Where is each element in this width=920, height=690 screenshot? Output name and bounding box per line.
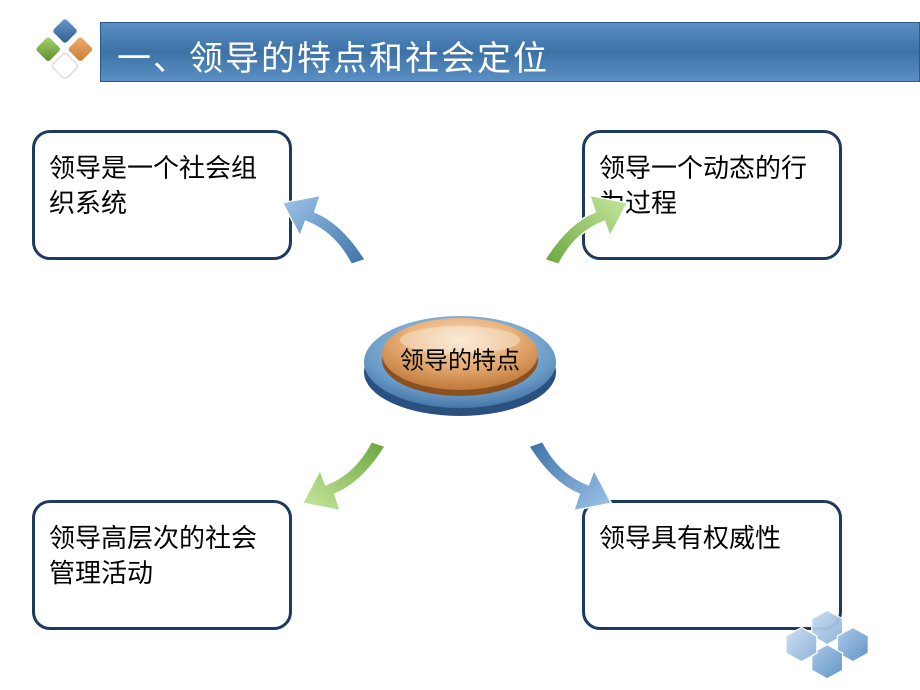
header-title-text: 一、领导的特点和社会定位 bbox=[117, 31, 549, 80]
center-button: 领导的特点 bbox=[360, 300, 560, 420]
arrow-top-right bbox=[522, 168, 632, 278]
slide-header: 一、领导的特点和社会定位 bbox=[0, 22, 920, 92]
arrow-bottom-left bbox=[298, 428, 408, 538]
header-diamond-icon bbox=[30, 17, 100, 87]
box-top-left: 领导是一个社会组织系统 bbox=[32, 130, 292, 260]
arrow-bottom-right bbox=[506, 428, 616, 538]
box-bottom-left: 领导高层次的社会管理活动 bbox=[32, 500, 292, 630]
header-title-bar: 一、领导的特点和社会定位 bbox=[100, 22, 920, 82]
arrow-top-left bbox=[278, 168, 388, 278]
footer-hex-icon bbox=[780, 602, 900, 682]
center-label: 领导的特点 bbox=[400, 340, 520, 375]
